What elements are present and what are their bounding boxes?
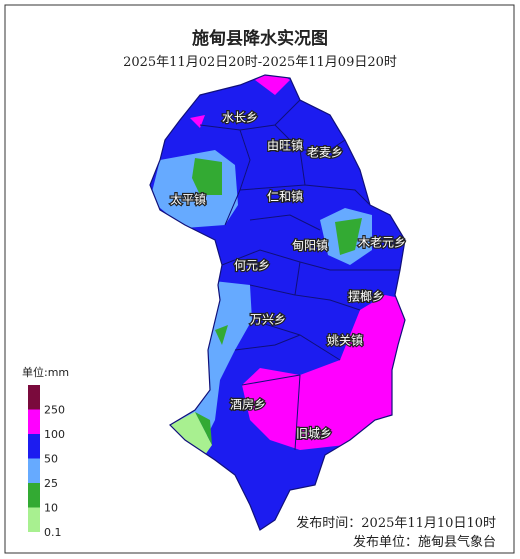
place-labels: 水长乡 由旺镇 老麦乡 太平镇 仁和镇 甸阳镇 木老元乡 何元乡 摆榔乡 万兴乡… (169, 109, 408, 442)
place-label: 何元乡 (234, 259, 270, 273)
legend-label: 0.1 (44, 526, 62, 539)
legend-swatch (28, 434, 40, 459)
legend-swatch (28, 385, 40, 410)
place-label: 木老元乡 (358, 236, 406, 250)
place-label: 姚关镇 (327, 334, 363, 348)
legend-swatch (28, 458, 40, 483)
legend-swatch (28, 483, 40, 508)
legend-swatch (28, 409, 40, 434)
place-label: 甸阳镇 (292, 239, 328, 253)
issue-time: 发布时间：2025年11月10日10时 (296, 515, 496, 531)
issuer: 发布单位：施甸县气象台 (353, 534, 496, 550)
legend-label: 100 (44, 428, 65, 441)
place-label: 仁和镇 (267, 190, 303, 204)
subtitle: 2025年11月02日20时-2025年11月09日20时 (123, 55, 397, 70)
place-label: 老麦乡 (307, 146, 343, 160)
place-label: 旧城乡 (296, 427, 332, 441)
place-label: 水长乡 (222, 111, 258, 125)
legend-swatch (28, 507, 40, 532)
legend-label: 25 (44, 477, 58, 490)
title: 施甸县降水实况图 (192, 28, 328, 49)
place-label: 摆榔乡 (348, 290, 384, 304)
place-label: 由旺镇 (267, 139, 303, 153)
place-label: 万兴乡 (250, 313, 286, 327)
legend-label: 10 (44, 502, 58, 515)
place-label: 太平镇 (170, 192, 206, 207)
place-label: 酒房乡 (230, 397, 266, 412)
legend: 单位:mm 250 100 50 25 10 0.1 (22, 365, 69, 539)
legend-unit: 单位:mm (22, 365, 69, 379)
legend-label: 250 (44, 404, 65, 417)
legend-label: 50 (44, 453, 58, 466)
